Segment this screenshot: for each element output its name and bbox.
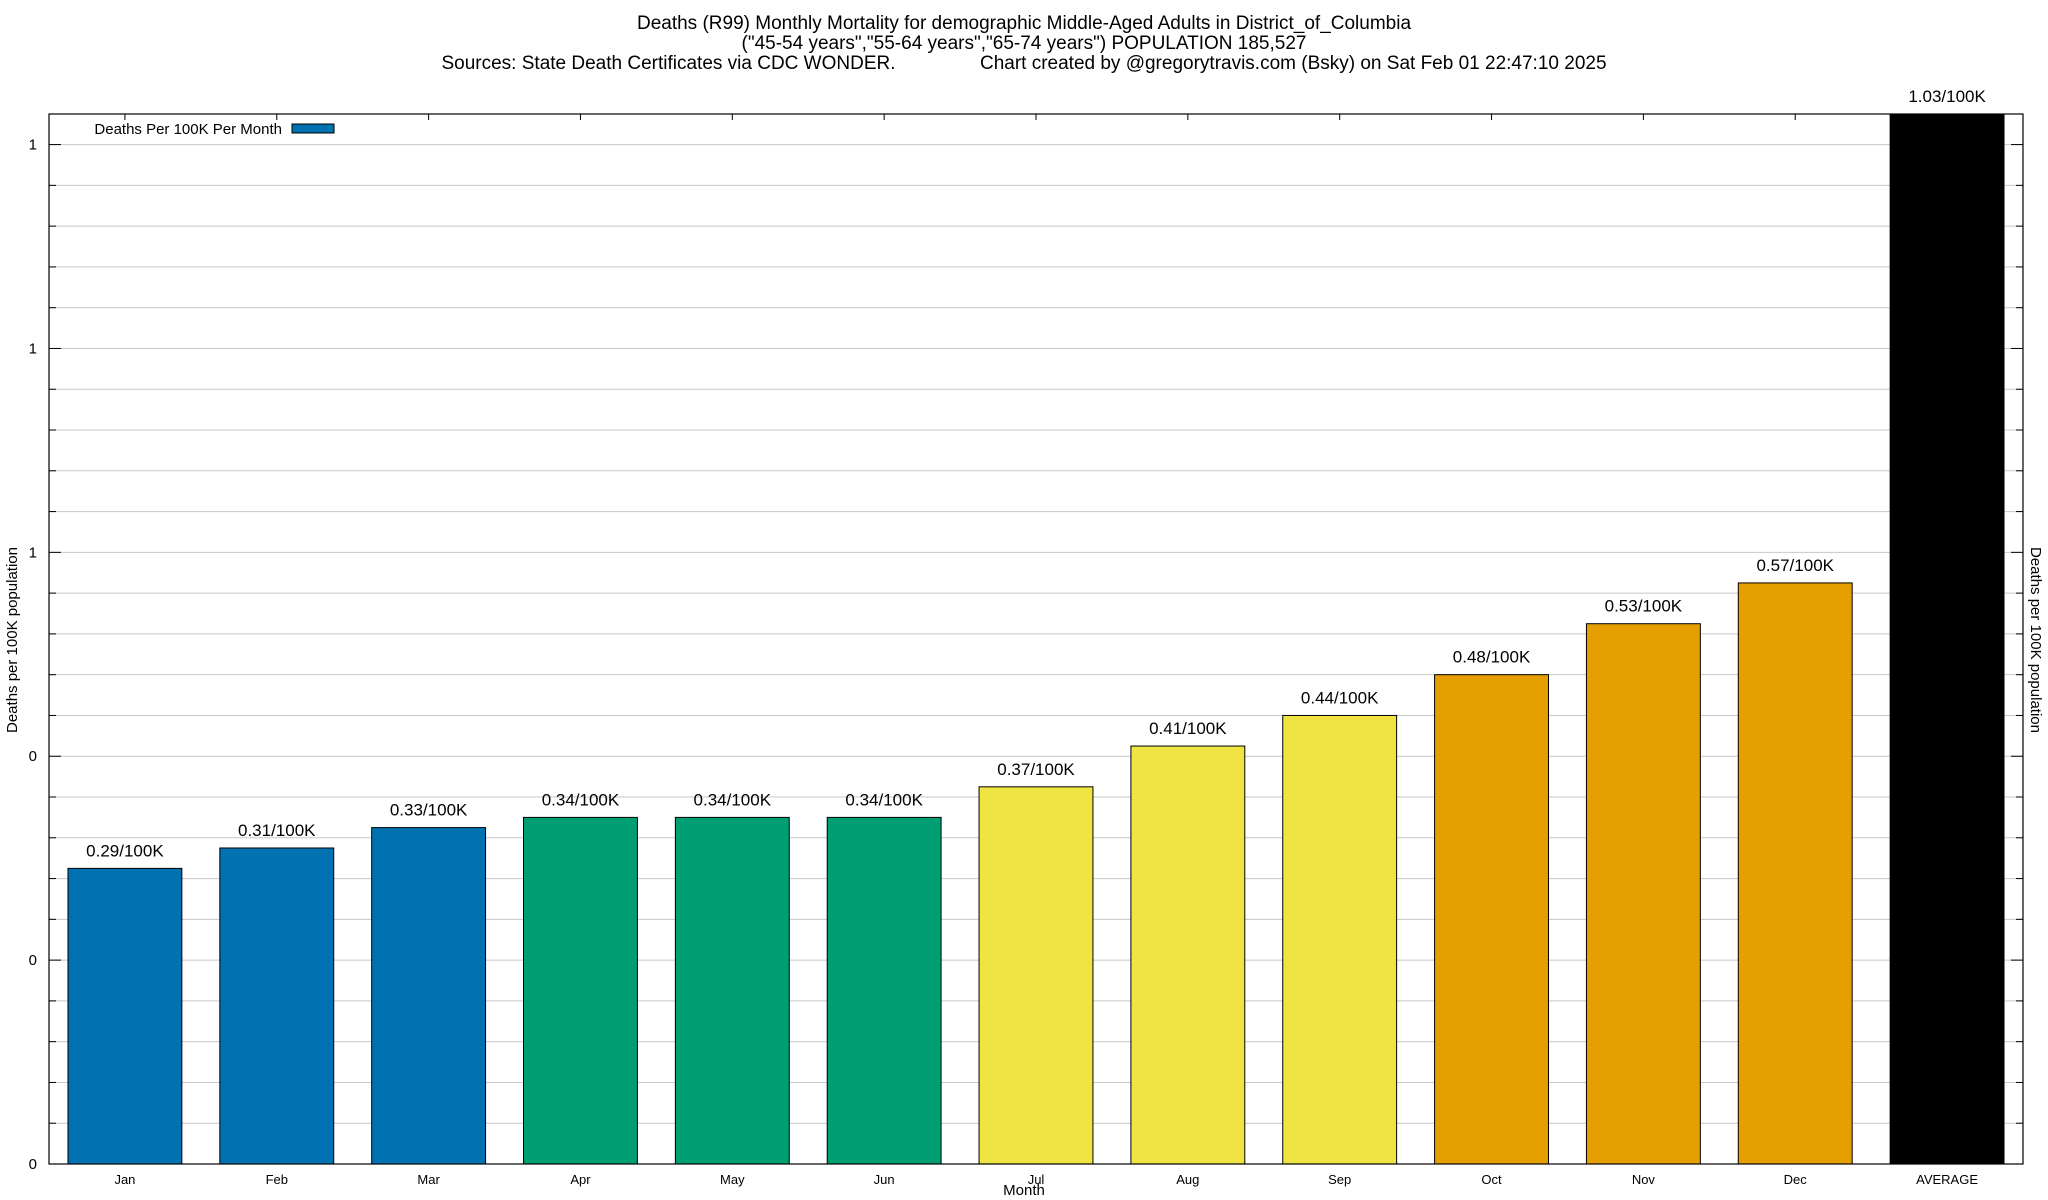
x-tick-label: Dec [1784,1172,1808,1187]
x-tick-label: Jan [114,1172,135,1187]
plot-frame [48,113,2024,1165]
data-label: 0.33/100K [390,801,468,820]
x-tick-label: Mar [417,1172,440,1187]
data-label: 0.34/100K [845,790,923,809]
data-label: 0.34/100K [542,790,620,809]
x-tick-label: Jun [874,1172,895,1187]
chart-source-credit: Sources: State Death Certificates via CD… [441,53,1607,74]
data-label: 0.57/100K [1756,556,1834,575]
legend-label: Deaths Per 100K Per Month [94,121,282,138]
y-tick-label: 1 [29,137,37,154]
x-tick-label: Feb [266,1172,288,1187]
x-tick-label: Jul [1028,1172,1045,1187]
bar-jan [67,867,183,1165]
bar-average [1889,113,2005,1165]
data-label: 0.29/100K [86,841,164,860]
bar-dec [1737,582,1853,1165]
data-label: 0.34/100K [694,790,772,809]
bar-apr [523,816,638,1165]
chart-title-block: Deaths (R99) Monthly Mortality for demog… [0,14,2048,74]
bar-aug [1130,745,1246,1165]
bar-may [674,816,790,1165]
bar-jun [826,816,942,1165]
x-tick-label: AVERAGE [1916,1172,1978,1187]
y-tick-label: 0 [29,952,37,969]
data-label: 0.31/100K [238,821,316,840]
x-tick-label: Aug [1176,1172,1199,1187]
bar-mar [371,827,487,1165]
data-label: 0.48/100K [1453,648,1531,667]
bar-nov [1585,623,1701,1165]
data-label: 0.44/100K [1301,688,1379,707]
y-tick-label: 0 [29,1156,37,1173]
x-tick-label: Apr [570,1172,591,1187]
data-label: 0.41/100K [1149,719,1227,738]
data-label: 1.03/100K [1908,87,1986,106]
bar-jul [978,786,1094,1165]
y-tick-label: 1 [29,340,37,357]
y-tick-label: 1 [29,544,37,561]
bar-oct [1434,674,1549,1165]
x-axis-label: Month [1003,1182,1045,1199]
y-axis-label-left: Deaths per 100K population [4,547,21,733]
data-label: 0.37/100K [997,760,1075,779]
bar-feb [219,847,335,1165]
x-tick-label: Nov [1632,1172,1656,1187]
chart-subtitle: ("45-54 years","55-64 years","65-74 year… [741,33,1307,54]
bar-sep [1282,714,1398,1165]
y-axis-label-right: Deaths per 100K population [2027,547,2044,733]
x-tick-label: May [720,1172,745,1187]
chart-title: Deaths (R99) Monthly Mortality for demog… [636,13,1412,34]
y-tick-label: 0 [29,748,37,765]
data-label: 0.53/100K [1605,597,1683,616]
x-tick-label: Oct [1481,1172,1502,1187]
legend-swatch [291,123,335,134]
x-tick-label: Sep [1328,1172,1351,1187]
